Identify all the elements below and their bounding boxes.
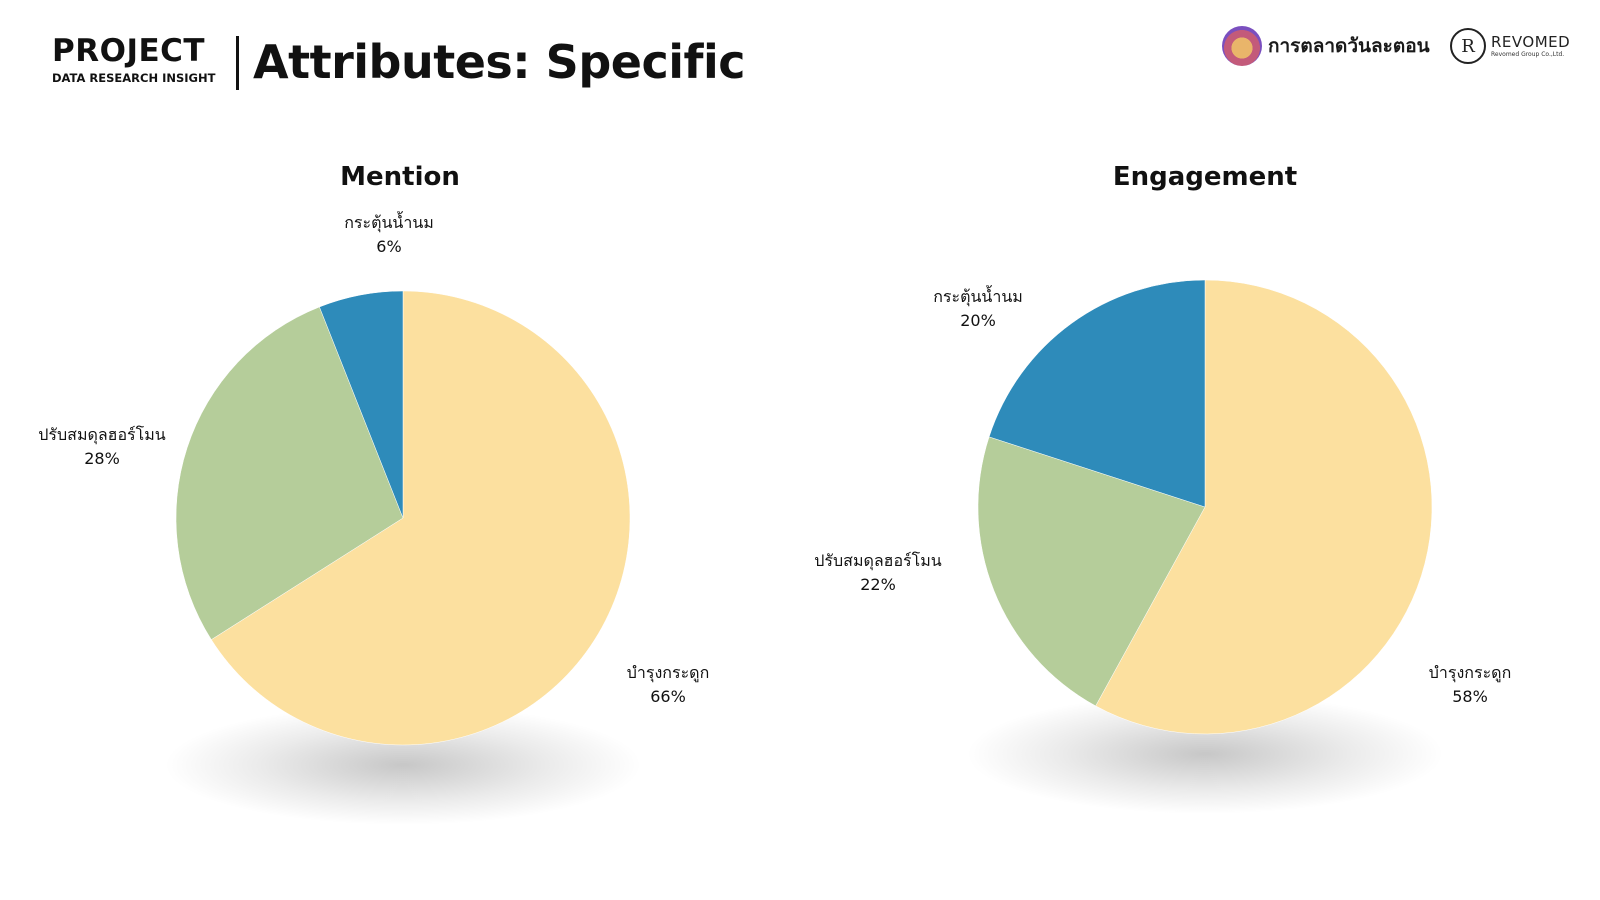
mention-pie-shadow (164, 705, 642, 825)
revomed-subtitle: Revomed Group Co.,Ltd. (1491, 50, 1565, 58)
brand-block: PROJECT DATA RESEARCH INSIGHT (52, 34, 222, 85)
mention-slice-hormone (175, 306, 404, 640)
engagement-slice-hormone (977, 436, 1206, 707)
engagement-pct-hormone: 22% (860, 575, 896, 594)
engagement-slice-milk (988, 279, 1206, 508)
engagement-label-milk: กระตุ้นน้ำนม (933, 285, 1023, 307)
revomed-logo-icon: R (1450, 28, 1486, 64)
revomed-logo-text: REVOMED Revomed Group Co.,Ltd. (1491, 32, 1571, 59)
mention-label-milk: กระตุ้นน้ำนม (344, 211, 434, 233)
brand-subtitle: DATA RESEARCH INSIGHT (52, 71, 216, 85)
engagement-label-hormone: ปรับสมดุลฮอร์โมน (814, 551, 942, 571)
mention-pct-milk: 6% (376, 237, 401, 256)
partner-logo-right: R REVOMED Revomed Group Co.,Ltd. (1450, 26, 1570, 66)
mention-pct-hormone: 28% (84, 449, 120, 468)
title-divider (236, 36, 239, 90)
mention-slice-milk (319, 290, 404, 519)
revomed-name: REVOMED (1491, 32, 1571, 51)
mention-pie-chart: Mention บำรุงกระดูก 66% ปรับสมดุลฮอร์โมน 28%… (38, 162, 709, 825)
mention-pct-bone: 66% (650, 687, 686, 706)
engagement-pct-milk: 20% (960, 311, 996, 330)
mention-label-bone: บำรุงกระดูก (627, 663, 710, 683)
mention-label-hormone: ปรับสมดุลฮอร์โมน (38, 425, 166, 445)
engagement-slice-bone (1095, 279, 1433, 735)
engagement-chart-title: Engagement (1113, 162, 1297, 192)
mention-slice-bone (210, 290, 631, 746)
engagement-label-bone: บำรุงกระดูก (1429, 663, 1512, 683)
partner-logo-left: การตลาดวันละตอน (1222, 24, 1430, 68)
engagement-pie-chart: Engagement บำรุงกระดูก 58% ปรับสมดุลฮอร์โมน… (814, 162, 1511, 814)
brand-title: PROJECT (52, 33, 206, 69)
page-title: Attributes: Specific (253, 35, 746, 89)
mention-chart-title: Mention (340, 162, 460, 192)
marketing-logo-icon (1222, 26, 1262, 66)
engagement-pie-shadow (966, 694, 1444, 814)
marketing-logo-text: การตลาดวันละตอน (1268, 35, 1430, 57)
engagement-pct-bone: 58% (1452, 687, 1488, 706)
